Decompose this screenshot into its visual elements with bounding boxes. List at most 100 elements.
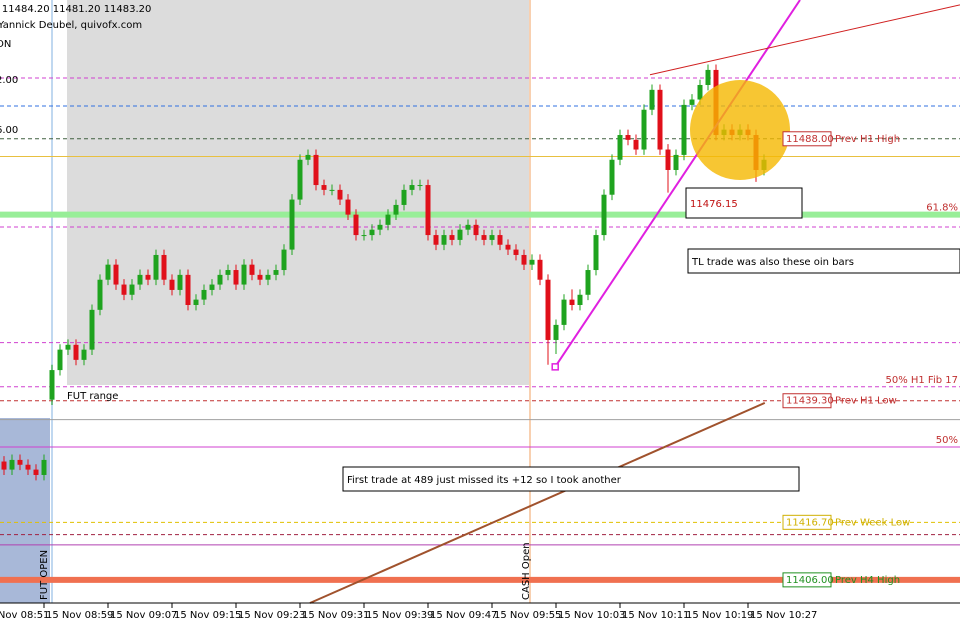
candle-body [537,259,543,280]
trendline [309,401,766,604]
candle-body [257,274,263,280]
x-tick-label: 15 Nov 10:11 [622,610,689,621]
candle-body [113,264,119,285]
candle-body [577,294,583,305]
trendlines [309,0,960,604]
candle-body [65,344,71,350]
candle-body [177,274,183,290]
cash-open-label: CASH Open [521,542,532,600]
candle-body [33,469,39,475]
x-tick-label: 15 Nov 08:59 [46,610,113,621]
x-tick-label: 15 Nov 09:23 [238,610,305,621]
fut-open-label: FUT OPEN [39,550,50,600]
candle-body [673,154,679,170]
candle-body [105,264,111,280]
candle-body [41,459,47,475]
candle-body [73,344,79,360]
candle-body [249,264,255,275]
level-name: Prev H1 Low [835,396,897,407]
candle-body [697,84,703,100]
candle-body [329,189,335,191]
x-tick-label: 15 Nov 08:51 [0,610,49,621]
candle-body [593,235,599,271]
candle-body [513,249,519,255]
candle-body [529,259,535,265]
level-label-box [782,514,832,530]
level-label: 11406.00 [786,575,834,586]
x-tick-label: 15 Nov 09:55 [494,610,561,621]
level-name: Prev Week Low [835,517,910,528]
note-box [342,466,800,492]
trendline [649,4,960,76]
candle-body [441,235,447,245]
candle-body [369,229,375,236]
candle-body [81,349,87,360]
candle-body [385,214,391,225]
x-tick-label: 15 Nov 09:39 [366,610,433,621]
candle-body [217,274,223,285]
candle-body [705,69,711,85]
candle-body [145,274,151,280]
candle-body [313,154,319,186]
note-box [687,248,960,274]
x-tick-label: 15 Nov 09:07 [110,610,177,621]
candle-body [345,199,351,215]
candle-body [137,274,143,285]
x-tick-label: 15 Nov 09:15 [174,610,241,621]
candle-body [121,284,127,295]
candle-body [169,279,175,290]
level-name: Prev H1 High [835,134,900,145]
candle-body [97,279,103,310]
candle-body [465,224,471,230]
candle-body [9,459,15,470]
level-label-box [782,572,832,588]
candle-body [241,264,247,285]
candle-body [433,235,439,245]
level-name: Prev H4 High [835,575,900,586]
author: Yannick Deubel, quivofx.com [0,20,142,31]
first-trade-note: First trade at 489 just missed its +12 s… [347,475,622,486]
candle-body [585,270,591,295]
level-label-box [782,393,832,409]
candle-body [161,254,167,280]
candle-body [273,270,279,275]
price-callout: 11476.15 [690,199,738,210]
candle-body [401,189,407,205]
callout-box [685,187,803,219]
candle-body [657,89,663,150]
candle-body [505,244,511,250]
level-label: 11416.70 [786,517,834,528]
candle-body [289,199,295,250]
candle-body [305,154,311,160]
candle-body [129,284,135,295]
fib-tag: 50% H1 Fib 17 [885,375,958,386]
candle-body [1,461,7,470]
candle-body [641,109,647,150]
candle-body [457,229,463,240]
candle-body [297,159,303,200]
fib-tag: 50% [936,435,958,446]
x-tick-label: 15 Nov 10:27 [750,610,817,621]
candle-body [393,204,399,215]
candle-body [689,99,695,105]
highlight-circle [690,80,790,180]
candle-body [681,104,687,155]
candle-body [473,224,479,236]
candle-body [625,135,631,140]
left-label: 6.00 [0,125,18,136]
candle-body [609,159,615,195]
candle-body [489,235,495,240]
candle-body [89,309,95,350]
candle-body [569,299,575,305]
candle-body [545,279,551,340]
candle-body [649,89,655,110]
tl-note: TL trade was also these oin bars [691,257,854,268]
x-tick-label: 15 Nov 09:31 [302,610,369,621]
x-tick-label: 15 Nov 10:03 [558,610,625,621]
candle-body [417,185,423,187]
candle-body [57,349,63,371]
candle-body [601,194,607,236]
candle-body [521,254,527,265]
candle-body [153,254,159,280]
